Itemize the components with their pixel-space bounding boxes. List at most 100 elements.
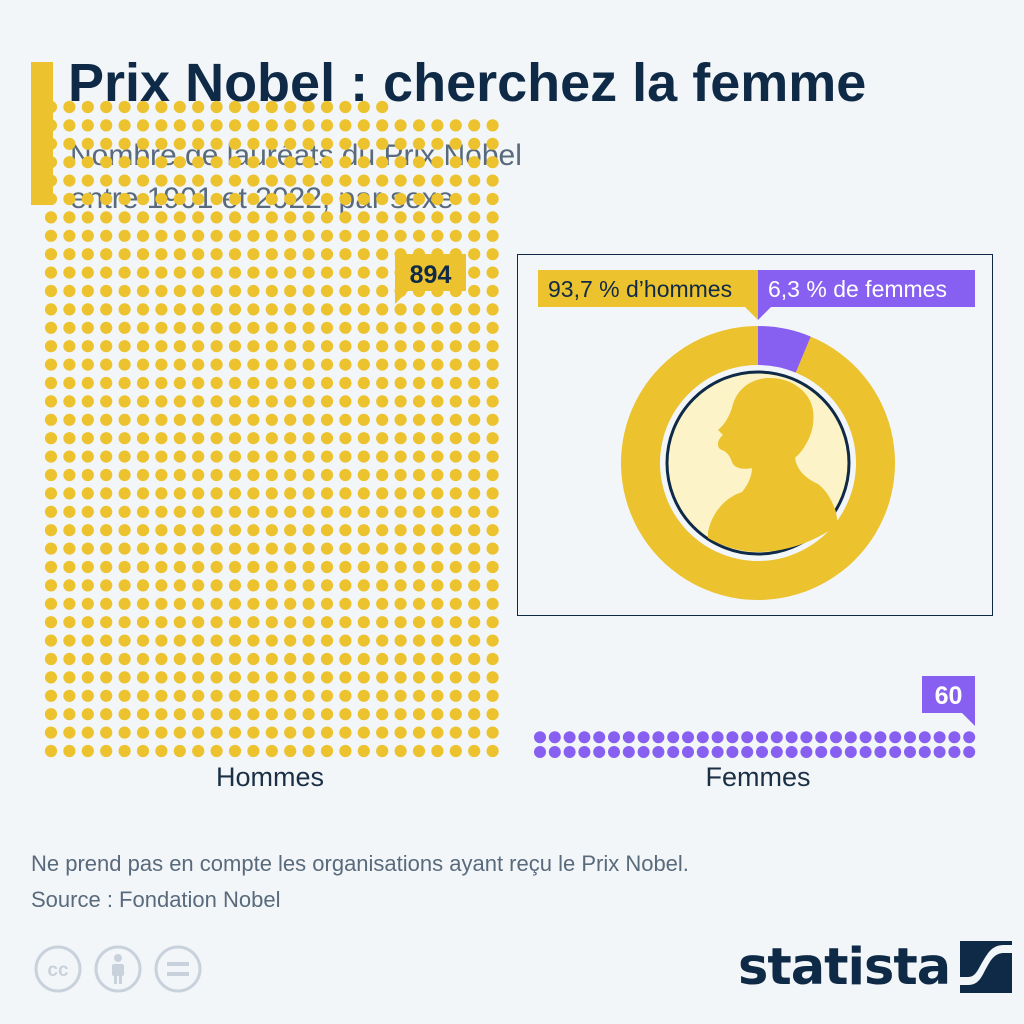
- men-laureate-dot: [302, 689, 315, 702]
- men-laureate-dot: [136, 211, 150, 224]
- men-laureate-dot: [376, 266, 389, 279]
- men-laureate-dot: [192, 432, 205, 445]
- men-laureate-dot: [118, 321, 131, 334]
- men-laureate-dot: [228, 505, 242, 518]
- men-laureate-dot: [449, 358, 462, 371]
- men-laureate-dot: [431, 358, 444, 371]
- men-laureate-dot: [63, 671, 76, 684]
- men-laureate-dot: [284, 450, 297, 463]
- men-laureate-dot: [431, 432, 444, 445]
- men-laureate-dot: [44, 137, 58, 150]
- men-laureate-dot: [63, 395, 76, 408]
- men-laureate-dot: [210, 395, 223, 408]
- men-laureate-dot: [100, 616, 113, 629]
- men-laureate-dot: [357, 689, 370, 702]
- statista-logo-text: statista: [738, 937, 951, 997]
- men-laureate-dot: [486, 156, 499, 169]
- men-laureate-dot: [118, 248, 131, 261]
- men-laureate-dot: [431, 229, 444, 242]
- women-laureate-dot: [622, 731, 635, 744]
- men-laureate-dot: [394, 726, 407, 739]
- men-laureate-dot: [155, 744, 168, 758]
- men-laureate-dot: [265, 560, 278, 574]
- women-laureate-dot: [608, 746, 620, 758]
- men-laureate-dot: [265, 597, 278, 610]
- men-laureate-dot: [412, 395, 426, 408]
- men-laureate-dot: [173, 248, 186, 261]
- men-laureate-dot: [136, 597, 150, 610]
- men-laureate-dot: [247, 468, 260, 482]
- men-laureate-dot: [247, 192, 260, 206]
- men-laureate-dot: [210, 100, 223, 114]
- men-laureate-dot: [431, 192, 444, 206]
- men-laureate-dot: [136, 505, 150, 518]
- women-laureate-dot: [548, 731, 561, 744]
- men-laureate-dot: [468, 689, 481, 702]
- men-laureate-dot: [320, 652, 334, 666]
- men-laureate-dot: [192, 524, 205, 537]
- men-laureate-dot: [284, 303, 297, 316]
- men-laureate-dot: [284, 744, 297, 758]
- men-laureate-dot: [173, 542, 186, 555]
- men-laureate-dot: [247, 616, 260, 629]
- men-laureate-dot: [431, 321, 444, 334]
- men-waffle: [44, 100, 499, 758]
- men-laureate-dot: [302, 726, 315, 739]
- men-laureate-dot: [44, 211, 58, 224]
- men-laureate-dot: [81, 340, 94, 353]
- men-laureate-dot: [376, 284, 389, 298]
- men-laureate-dot: [357, 137, 370, 150]
- men-laureate-dot: [192, 413, 205, 426]
- men-laureate-dot: [63, 744, 76, 758]
- men-laureate-dot: [173, 524, 186, 537]
- men-laureate-dot: [44, 303, 58, 316]
- men-laureate-dot: [265, 432, 278, 445]
- men-laureate-dot: [376, 174, 389, 187]
- men-laureate-dot: [100, 450, 113, 463]
- men-laureate-dot: [339, 266, 352, 279]
- men-laureate-dot: [265, 708, 278, 721]
- men-laureate-dot: [228, 266, 242, 279]
- men-laureate-dot: [449, 542, 462, 555]
- men-laureate-dot: [284, 468, 297, 482]
- men-laureate-dot: [228, 321, 242, 334]
- men-laureate-dot: [192, 395, 205, 408]
- men-laureate-dot: [265, 321, 278, 334]
- men-laureate-dot: [173, 505, 186, 518]
- men-laureate-dot: [155, 634, 168, 647]
- men-laureate-dot: [247, 597, 260, 610]
- men-laureate-dot: [173, 744, 186, 758]
- category-label-women: Femmes: [705, 762, 811, 792]
- men-laureate-dot: [228, 542, 242, 555]
- men-laureate-dot: [136, 671, 150, 684]
- men-laureate-dot: [394, 376, 407, 390]
- men-laureate-dot: [228, 211, 242, 224]
- men-laureate-dot: [173, 432, 186, 445]
- men-laureate-dot: [449, 708, 462, 721]
- men-laureate-dot: [449, 303, 462, 316]
- men-laureate-dot: [100, 340, 113, 353]
- men-laureate-dot: [394, 689, 407, 702]
- men-laureate-dot: [192, 487, 205, 500]
- men-laureate-dot: [173, 616, 186, 629]
- donut-label-women: 6,3 % de femmes: [758, 270, 975, 320]
- men-laureate-dot: [100, 487, 113, 500]
- men-laureate-dot: [136, 708, 150, 721]
- men-laureate-dot: [118, 652, 131, 666]
- men-laureate-dot: [376, 395, 389, 408]
- men-laureate-dot: [155, 432, 168, 445]
- men-laureate-dot: [63, 174, 76, 187]
- men-laureate-dot: [136, 744, 150, 758]
- men-laureate-dot: [247, 579, 260, 592]
- men-laureate-dot: [247, 137, 260, 150]
- men-laureate-dot: [63, 560, 76, 574]
- men-laureate-dot: [63, 450, 76, 463]
- men-laureate-dot: [247, 229, 260, 242]
- men-laureate-dot: [302, 560, 315, 574]
- men-laureate-dot: [81, 450, 94, 463]
- men-laureate-dot: [357, 119, 370, 132]
- men-laureate-dot: [339, 542, 352, 555]
- women-laureate-dot: [859, 731, 872, 744]
- men-laureate-dot: [118, 266, 131, 279]
- men-laureate-dot: [339, 100, 352, 114]
